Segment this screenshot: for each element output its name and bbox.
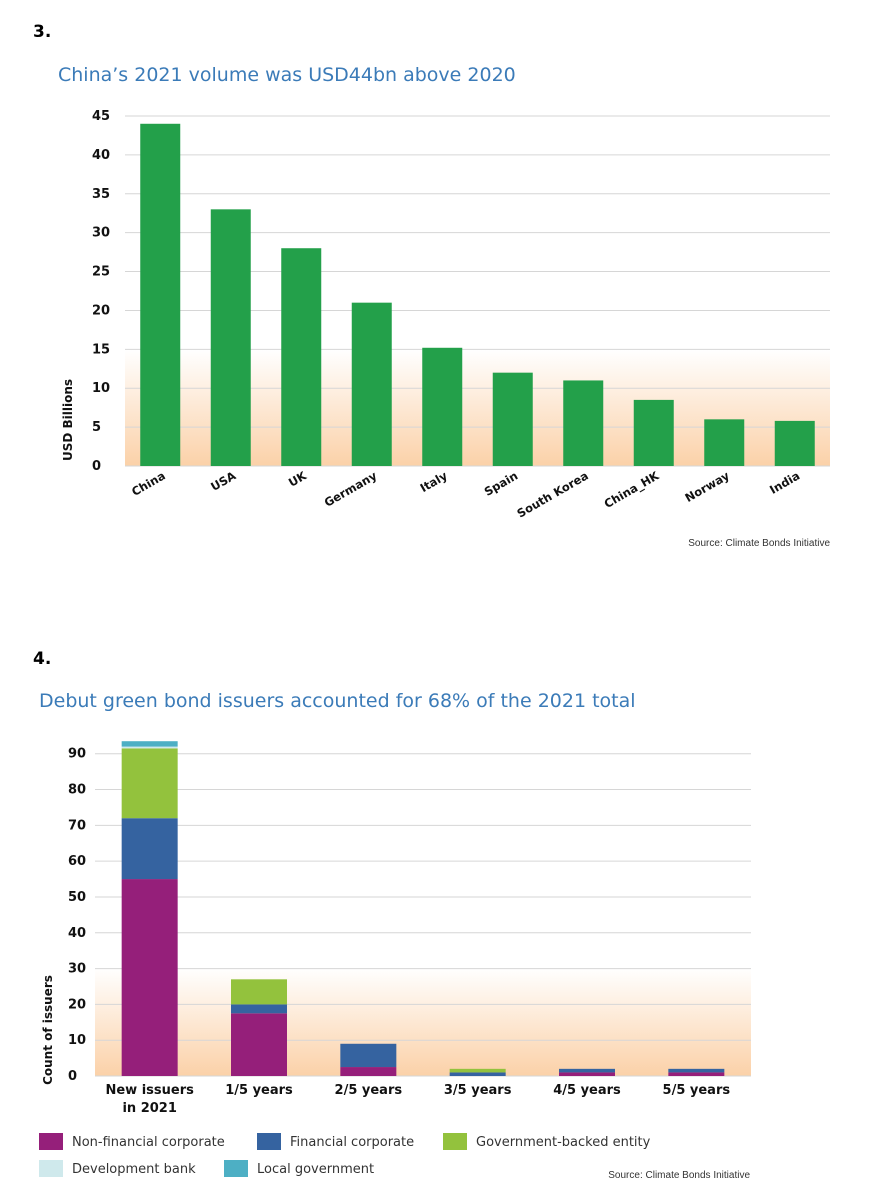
chart-1-bars (140, 123, 815, 467)
chart-1-y-ticks: 0 5 10 15 20 25 30 35 40 45 (92, 109, 110, 474)
chart-1-bar (633, 399, 674, 466)
chart-2-bar-segment (121, 818, 178, 880)
chart-1-x-label: Italy (418, 468, 451, 495)
chart-1-bar (422, 347, 463, 466)
chart-1-y-tick: 35 (92, 187, 110, 202)
chart-1-x-label: Spain (482, 468, 521, 498)
chart-2-y-tick: 60 (68, 854, 86, 869)
chart-2-y-tick: 50 (68, 890, 86, 905)
chart-1-x-label: UK (286, 468, 310, 490)
chart-2-y-tick: 20 (68, 997, 86, 1012)
chart-2-bar-segment (449, 1068, 506, 1073)
chart-1-bar (563, 380, 604, 466)
chart-2-y-tick: 30 (68, 962, 86, 977)
chart-1-y-tick: 5 (92, 420, 101, 435)
chart-1-bar (281, 248, 322, 466)
chart-1-x-label: India (767, 468, 802, 496)
chart-1-y-tick: 0 (92, 459, 101, 474)
chart-2-bar-segment (121, 879, 178, 1076)
chart-2-bar-segment (559, 1072, 615, 1076)
chart-2-y-tick: 70 (68, 818, 86, 833)
chart-2-legend-label: Local government (257, 1162, 374, 1177)
chart-2-legend-label: Development bank (72, 1162, 196, 1177)
chart-1-x-label: South Korea (515, 468, 591, 520)
chart-2-x-label: 4/5 years (553, 1083, 621, 1098)
chart-2-bar-segment (121, 741, 178, 747)
chart-2-number: 4. (33, 649, 51, 669)
chart-2-bars (121, 741, 725, 1076)
chart-1-y-tick: 15 (92, 342, 110, 357)
chart-2-legend-swatch (224, 1160, 248, 1177)
chart-1-y-tick: 30 (92, 226, 110, 241)
chart-2-bar-segment (668, 1072, 725, 1076)
chart-1-x-label: China_HK (602, 468, 663, 512)
chart-1-y-tick: 25 (92, 265, 110, 280)
chart-1-x-label: Germany (322, 468, 380, 510)
chart-1-bar (351, 302, 392, 466)
chart-2-legend-label: Non-financial corporate (72, 1135, 225, 1150)
chart-1-x-label: USA (208, 468, 238, 493)
chart-2-y-ticks: 0 10 20 30 40 50 60 70 80 90 (68, 747, 86, 1084)
chart-2-y-tick: 10 (68, 1033, 86, 1048)
chart-2-legend-label: Government-backed entity (476, 1135, 651, 1150)
chart-1-x-label: China (129, 468, 168, 498)
chart-2-legend-swatch (39, 1160, 63, 1177)
chart-1-title: China’s 2021 volume was USD44bn above 20… (58, 64, 516, 86)
chart-2-legend-swatch (39, 1133, 63, 1150)
chart-2-x-label: New issuers (105, 1083, 194, 1098)
chart-2-bar-segment (231, 1004, 287, 1014)
chart-1-y-tick: 45 (92, 109, 110, 124)
chart-1-y-tick: 10 (92, 381, 110, 396)
chart-1-y-tick: 20 (92, 303, 110, 318)
chart-1-bar (140, 123, 181, 467)
chart-2-x-labels: New issuers in 2021 1/5 years 2/5 years 3/5 … (105, 1083, 730, 1116)
chart-2-x-label: 3/5 years (444, 1083, 512, 1098)
chart-2-legend-label: Financial corporate (290, 1135, 414, 1150)
chart-2-legend: Non-financial corporate Financial corpora… (39, 1133, 651, 1177)
chart-2-bar-segment (340, 1067, 397, 1076)
chart-2-legend-swatch (257, 1133, 281, 1150)
chart-2-bar-segment (231, 979, 287, 1005)
chart-2-gridlines (95, 753, 751, 1077)
chart-2-y-tick: 80 (68, 783, 86, 798)
chart-1-source: Source: Climate Bonds Initiative (688, 538, 830, 549)
chart-1-bar (774, 420, 815, 466)
chart-2-y-axis-label: Count of issuers (41, 975, 55, 1085)
chart-2-source: Source: Climate Bonds Initiative (608, 1170, 750, 1181)
chart-2-x-label: 5/5 years (663, 1083, 731, 1098)
chart-1-x-label: Norway (683, 468, 733, 505)
chart-1-bar (210, 209, 251, 467)
chart-2-bar-segment (559, 1068, 615, 1073)
chart-2-legend-swatch (443, 1133, 467, 1150)
chart-2-y-tick: 90 (68, 747, 86, 762)
chart-1-bar (492, 372, 533, 466)
chart-1-y-tick: 40 (92, 148, 110, 163)
chart-2-bar-segment (340, 1043, 397, 1068)
chart-2-x-label: 2/5 years (335, 1083, 403, 1098)
chart-2-bar-segment (121, 748, 178, 819)
chart-1: 3. China’s 2021 volume was USD44bn above… (33, 22, 830, 549)
chart-1-bar (704, 419, 745, 466)
chart-2-y-tick: 40 (68, 926, 86, 941)
chart-2-shaded-band (95, 968, 751, 1076)
chart-1-y-axis-label: USD Billions (61, 379, 75, 461)
chart-2-y-tick: 0 (68, 1069, 77, 1084)
chart-2-bar-segment (121, 746, 178, 749)
chart-2-bar-segment (668, 1068, 725, 1073)
chart-2: 4. Debut green bond issuers accounted fo… (33, 649, 751, 1181)
chart-2-bar-segment (449, 1072, 506, 1076)
chart-2-title: Debut green bond issuers accounted for 6… (39, 690, 636, 712)
chart-1-number: 3. (33, 22, 51, 42)
chart-2-bar-segment (231, 1013, 287, 1076)
chart-2-x-label: 1/5 years (225, 1083, 293, 1098)
chart-2-x-label: in 2021 (122, 1101, 176, 1116)
